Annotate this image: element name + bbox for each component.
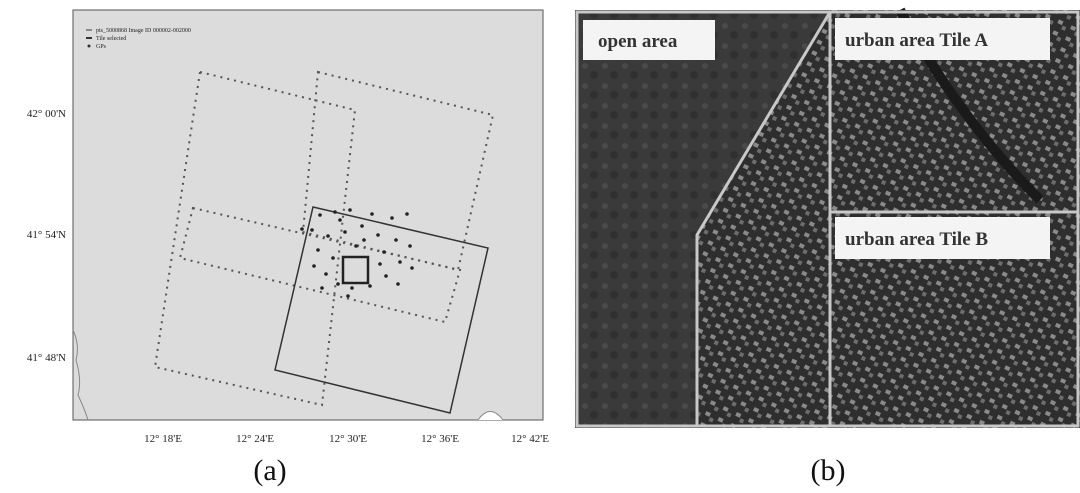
area-label: open area — [598, 31, 678, 52]
x-label: 12° 30'E — [329, 433, 367, 445]
legend-label: pts_5000868 Image ID 000002-002000 — [96, 28, 191, 34]
panel-a: pts_5000868 Image ID 000002-002000 Tile … — [27, 10, 549, 487]
y-label: 41° 54'N — [27, 229, 66, 241]
page: pts_5000868 Image ID 000002-002000 Tile … — [0, 0, 1080, 493]
legend-label: Tile selected — [96, 36, 126, 42]
panel-b: open area urban area Tile A urban area T… — [575, 10, 1080, 487]
map-frame — [73, 10, 543, 420]
y-label: 41° 48'N — [27, 352, 66, 364]
y-label: 42° 00'N — [27, 108, 66, 120]
caption: (a) — [253, 454, 286, 487]
caption: (b) — [811, 454, 846, 487]
x-label: 12° 36'E — [421, 433, 459, 445]
x-label: 12° 42'E — [511, 433, 549, 445]
x-label: 12° 18'E — [144, 433, 182, 445]
area-label: urban area Tile B — [845, 229, 988, 250]
x-label: 12° 24'E — [236, 433, 274, 445]
legend-label: GPs — [96, 44, 107, 50]
area-label: urban area Tile A — [845, 30, 988, 51]
legend-swatch — [88, 45, 91, 48]
figure: pts_5000868 Image ID 000002-002000 Tile … — [0, 0, 1080, 493]
